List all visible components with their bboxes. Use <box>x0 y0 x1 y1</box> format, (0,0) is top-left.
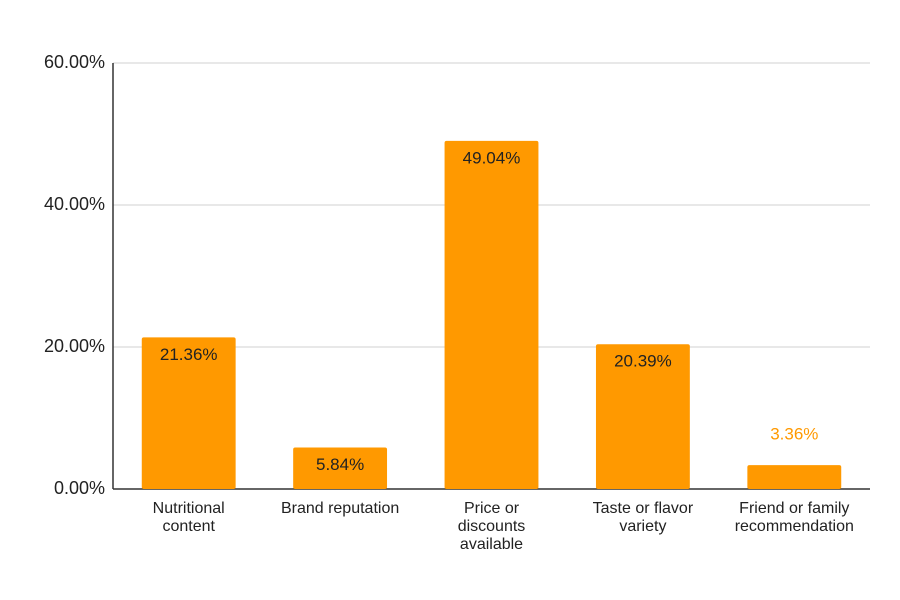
x-category-label-line: variety <box>619 518 666 535</box>
x-category-label-line: available <box>460 536 523 553</box>
bar <box>141 337 236 489</box>
x-category-label-line: Friend or family <box>739 500 849 517</box>
x-category-label-line: Price or <box>464 500 520 517</box>
x-category-label-line: Nutritional <box>153 500 225 517</box>
x-category-label-line: content <box>162 518 215 535</box>
x-category-label: Price or discounts available <box>458 500 526 553</box>
data-label: 49.04% <box>463 148 521 167</box>
x-category-label: Brand reputation <box>281 500 399 517</box>
x-category-label-line: Taste or flavor <box>593 500 694 517</box>
x-category-label-line: Brand reputation <box>281 500 399 517</box>
data-label: 5.84% <box>316 455 364 474</box>
x-category-label-line: discounts <box>458 518 526 535</box>
data-label: 3.36% <box>770 425 818 444</box>
data-label: 21.36% <box>160 345 218 364</box>
y-tick-label: 60.00% <box>44 52 105 72</box>
x-category-label: Friend or family recommendation <box>735 500 854 535</box>
bar <box>747 465 842 489</box>
bar <box>293 447 388 489</box>
x-category-label-line: recommendation <box>735 518 854 535</box>
y-tick-label: 0.00% <box>54 478 105 498</box>
bar <box>595 344 690 489</box>
x-category-label: Nutritional content <box>153 500 225 535</box>
y-tick-label: 20.00% <box>44 336 105 356</box>
data-label: 20.39% <box>614 352 672 371</box>
y-tick-label: 40.00% <box>44 194 105 214</box>
bar <box>444 140 539 490</box>
x-category-label: Taste or flavor variety <box>593 500 694 535</box>
